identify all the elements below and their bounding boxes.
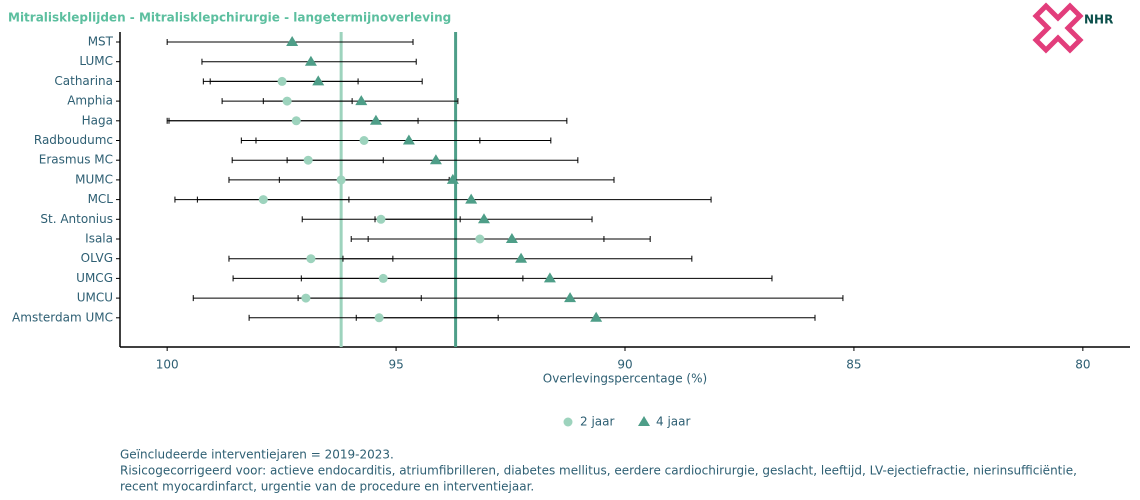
x-tick-label: 85 (846, 358, 861, 372)
logo: NHR (1032, 2, 1113, 54)
point (291, 116, 301, 126)
point (402, 134, 415, 145)
point (563, 417, 573, 427)
point (477, 213, 490, 224)
point (378, 273, 388, 283)
point (475, 234, 485, 244)
x-tick-label: 100 (156, 358, 179, 372)
point (543, 272, 556, 283)
y-tick-label: MUMC (75, 172, 113, 186)
x-axis-label: Overlevingspercentage (%) (543, 372, 707, 386)
y-tick-label: Erasmus MC (39, 153, 113, 167)
point (374, 313, 384, 323)
y-tick-label: MST (88, 35, 114, 49)
footnote: Geïncludeerde interventiejaren = 2019-20… (120, 448, 394, 462)
point (336, 175, 346, 185)
point (446, 173, 459, 184)
y-tick-label: Catharina (54, 74, 113, 88)
point (638, 416, 650, 426)
y-tick-label: Amsterdam UMC (12, 310, 113, 324)
x-tick-label: 95 (388, 358, 403, 372)
x-tick-label: 80 (1075, 358, 1090, 372)
legend-label: 4 jaar (656, 415, 690, 429)
point (369, 114, 382, 125)
point (465, 193, 478, 204)
y-tick-label: UMCG (76, 271, 113, 285)
y-tick-label: UMCU (77, 291, 113, 305)
point (376, 214, 386, 224)
logo-text: NHR (1084, 13, 1113, 27)
point (301, 293, 311, 303)
y-tick-label: St. Antonius (40, 212, 113, 226)
y-tick-label: Amphia (67, 94, 113, 108)
y-tick-label: Isala (85, 232, 113, 246)
point (258, 195, 268, 205)
point (304, 55, 317, 66)
point (286, 36, 299, 46)
point (303, 155, 313, 165)
point (359, 136, 369, 145)
point (564, 292, 577, 303)
legend-label: 2 jaar (580, 415, 614, 429)
point (277, 76, 287, 86)
y-tick-label: Haga (82, 113, 113, 127)
point (282, 96, 292, 106)
x-tick-label: 90 (617, 358, 632, 372)
chart-title: Mitraliskleplijden - Mitralisklepchirurg… (8, 11, 451, 25)
footnote: Risicogecorrigeerd voor: actieve endocar… (120, 464, 1077, 478)
point (355, 95, 368, 106)
point (505, 233, 518, 243)
y-tick-label: LUMC (79, 54, 113, 68)
footnote: recent myocardinfarct, urgentie van de p… (120, 480, 534, 494)
point (306, 254, 316, 264)
point (312, 75, 325, 86)
y-tick-label: OLVG (81, 251, 113, 265)
y-tick-label: Radboudumc (34, 133, 113, 147)
point (429, 154, 442, 165)
point (515, 252, 528, 263)
point (590, 311, 603, 322)
y-tick-label: MCL (88, 192, 114, 206)
